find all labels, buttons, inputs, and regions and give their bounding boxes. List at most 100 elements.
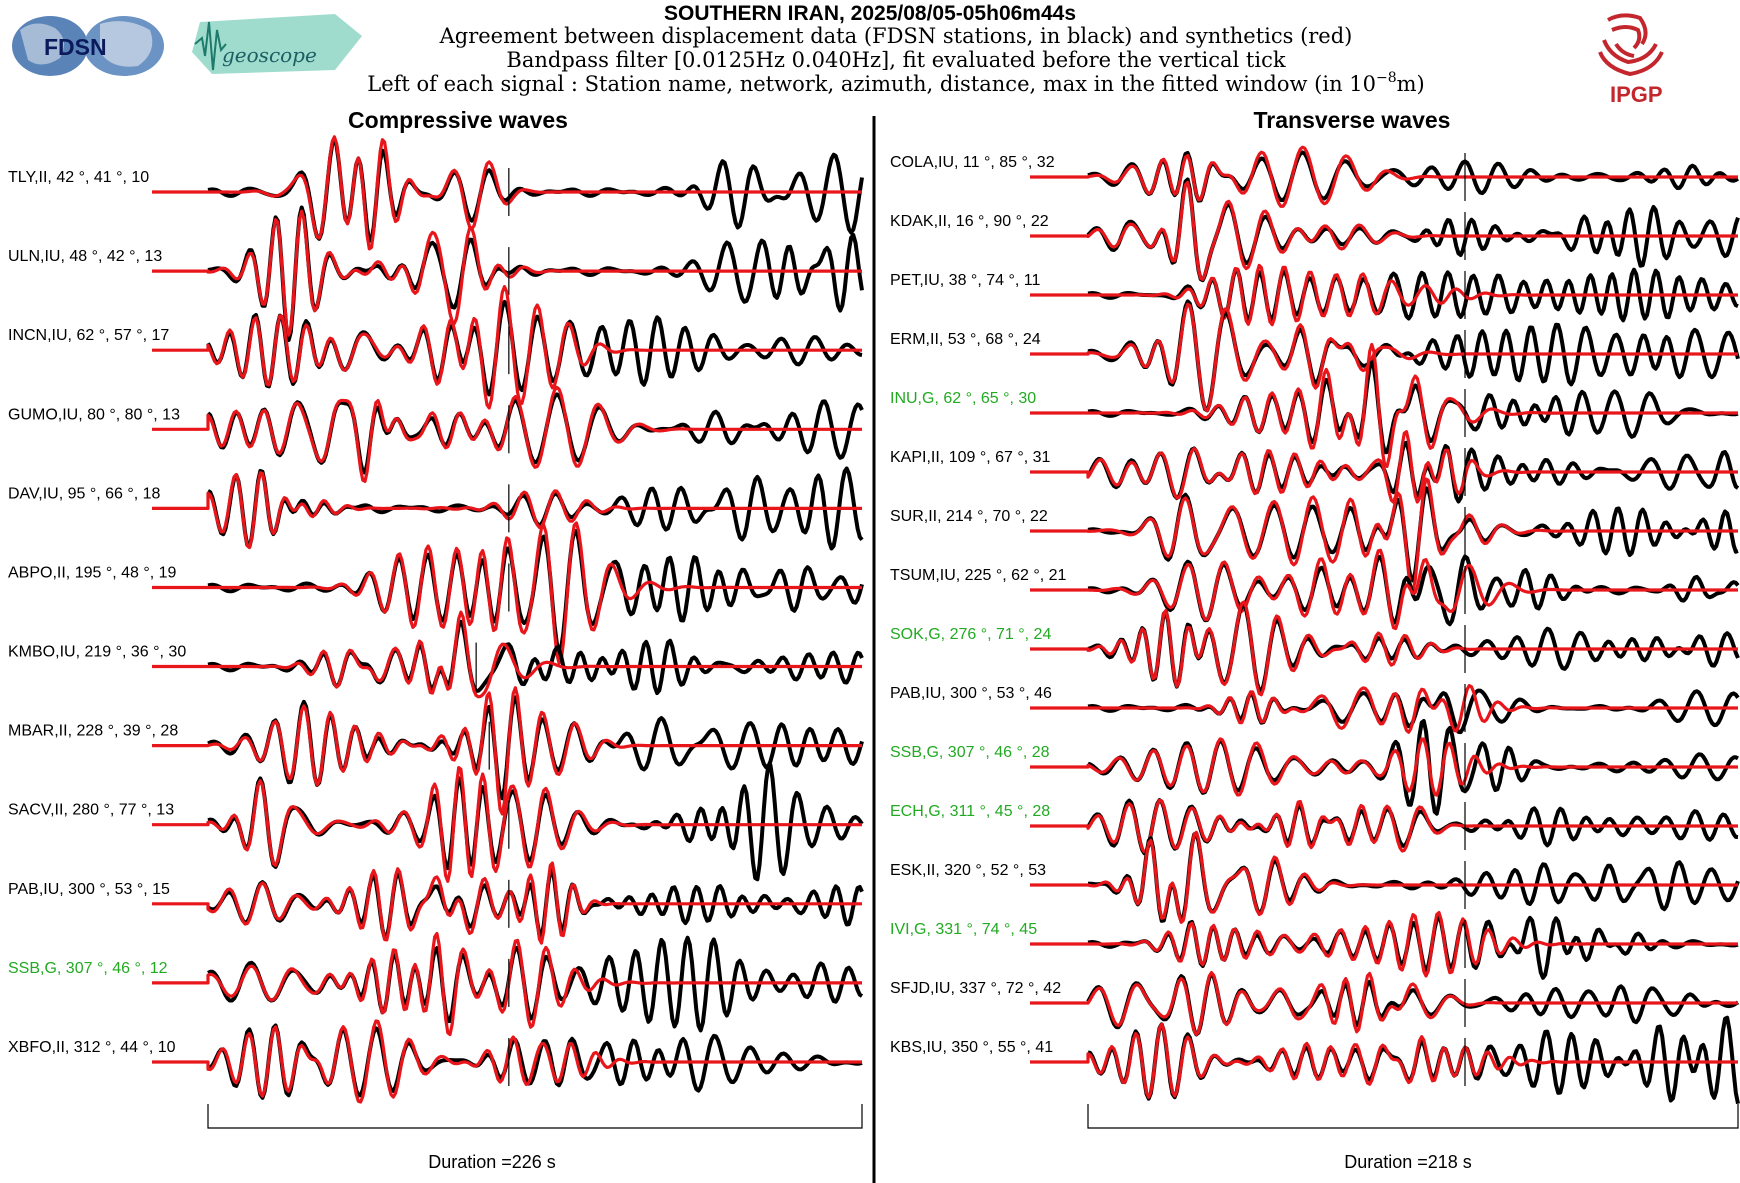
synthetic-trace	[1030, 342, 1738, 468]
station-name: COLA,IU, 11	[890, 154, 984, 171]
station-name: KDAK,II, 16	[890, 213, 978, 230]
station-azimuth: °, 46	[979, 744, 1017, 761]
trace-row: INU,G, 62 °, 65 °, 30	[890, 342, 1739, 468]
station-azimuth: °, 85	[984, 154, 1022, 171]
observed-trace	[1086, 177, 1740, 283]
station-label: ESK,II, 320 °, 52 °, 53	[890, 862, 1046, 879]
transverse-panel: Transverse waves COLA,IU, 11 °, 85 °, 32 K…	[890, 107, 1740, 1172]
station-azimuth: °, 44	[105, 1039, 143, 1056]
trace-row: COLA,IU, 11 °, 85 °, 32	[890, 145, 1739, 208]
station-azimuth: °, 55	[983, 1039, 1021, 1056]
station-azimuth: °, 62	[996, 567, 1034, 584]
station-name: SOK,G, 276	[890, 626, 981, 643]
station-label: IVI,G, 331 °, 74 °, 45	[890, 921, 1037, 938]
station-distance-max: °, 17	[136, 327, 169, 344]
station-distance-max: °, 28	[1016, 744, 1049, 761]
station-azimuth: °, 67	[980, 449, 1018, 466]
station-distance-max: °, 42	[1028, 980, 1061, 997]
station-azimuth: °, 65	[966, 390, 1004, 407]
station-distance-max: °, 13	[147, 406, 180, 423]
station-label: MBAR,II, 228 °, 39 °, 28	[8, 723, 178, 740]
synthetic-trace	[1030, 430, 1738, 504]
station-label: KBS,IU, 350 °, 55 °, 41	[890, 1039, 1053, 1056]
station-name: KMBO,IU, 219	[8, 644, 116, 661]
synthetic-trace	[152, 285, 862, 410]
station-name: SUR,II, 214	[890, 508, 977, 525]
station-azimuth: °, 77	[103, 802, 141, 819]
station-azimuth: °, 68	[970, 331, 1008, 348]
ipgp-logo-text: IPGP	[1610, 82, 1663, 107]
station-label: SSB,G, 307 °, 46 °, 28	[890, 744, 1050, 761]
station-distance-max: °, 18	[127, 485, 160, 502]
station-label: TSUM,IU, 225 °, 62 °, 21	[890, 567, 1067, 584]
station-name: ABPO,II, 195	[8, 564, 106, 581]
station-label: PET,IU, 38 °, 74 °, 11	[890, 272, 1040, 289]
station-name: SACV,II, 280	[8, 802, 103, 819]
station-label: ULN,IU, 48 °, 42 °, 13	[8, 248, 162, 265]
station-label: KDAK,II, 16 °, 90 °, 22	[890, 213, 1049, 230]
synthetic-trace	[1030, 263, 1738, 327]
subtitle-line-3-prefix: Left of each signal : Station name, netw…	[367, 72, 1376, 96]
trace-row: INCN,IU, 62 °, 57 °, 17	[8, 285, 863, 410]
station-label: GUMO,IU, 80 °, 80 °, 13	[8, 406, 180, 423]
trace-row: ERM,II, 53 °, 68 °, 24	[890, 299, 1740, 413]
station-distance-max: °, 28	[145, 723, 178, 740]
station-distance-max: °, 24	[1018, 626, 1051, 643]
station-name: MBAR,II, 228	[8, 723, 108, 740]
station-azimuth: °, 41	[79, 169, 117, 186]
subtitle-line-3: Left of each signal : Station name, netw…	[367, 70, 1425, 96]
station-name: PAB,IU, 300	[8, 881, 99, 898]
station-azimuth: °, 46	[97, 960, 135, 977]
station-name: SSB,G, 307	[890, 744, 979, 761]
trace-row: TLY,II, 42 °, 41 °, 10	[8, 135, 864, 251]
synthetic-trace	[152, 861, 862, 945]
station-distance-max: °, 21	[1033, 567, 1066, 584]
observed-trace	[207, 529, 864, 654]
station-name: XBFO,II, 312	[8, 1039, 105, 1056]
station-name: PAB,IU, 300	[890, 685, 981, 702]
station-label: INU,G, 62 °, 65 °, 30	[890, 390, 1036, 407]
duration-label: Duration =226 s	[428, 1152, 556, 1172]
station-name: KAPI,II, 109	[890, 449, 980, 466]
station-label: SUR,II, 214 °, 70 °, 22	[890, 508, 1048, 525]
synthetic-trace	[152, 766, 862, 883]
station-name: TSUM,IU, 225	[890, 567, 996, 584]
station-azimuth: °, 90	[978, 213, 1016, 230]
observed-trace	[1087, 360, 1739, 455]
trace-row: PAB,IU, 300 °, 53 °, 15	[8, 861, 864, 945]
synthetic-trace	[152, 471, 862, 550]
trace-row: ULN,IU, 48 °, 42 °, 13	[8, 205, 864, 342]
station-name: IVI,G, 331	[890, 921, 966, 938]
geoscope-logo: geoscope	[192, 14, 362, 74]
trace-row: KAPI,II, 109 °, 67 °, 31	[890, 430, 1740, 504]
synthetic-trace	[1030, 600, 1738, 697]
station-azimuth: °, 48	[106, 564, 144, 581]
synthetic-trace	[152, 209, 862, 337]
station-distance-max: °, 41	[1020, 1039, 1053, 1056]
fdsn-logo-text: FDSN	[44, 34, 107, 60]
trace-row: ABPO,II, 195 °, 48 °, 19	[8, 521, 864, 665]
station-azimuth: °, 53	[981, 685, 1019, 702]
subtitle-line-1: Agreement between displacement data (FDS…	[439, 24, 1353, 48]
geoscope-logo-text: geoscope	[222, 43, 317, 67]
compressive-panel: Compressive waves TLY,II, 42 °, 41 °, 10 U…	[8, 107, 864, 1172]
trace-row: SSB,G, 307 °, 46 °, 12	[8, 931, 864, 1037]
station-name: PET,IU, 38	[890, 272, 971, 289]
station-azimuth: °, 70	[977, 508, 1015, 525]
trace-row: XBFO,II, 312 °, 44 °, 10	[8, 1019, 863, 1104]
station-distance-max: °, 30	[1003, 390, 1036, 407]
station-azimuth: °, 74	[971, 272, 1009, 289]
station-distance-max: °, 30	[153, 644, 186, 661]
trace-row: SFJD,IU, 337 °, 72 °, 42	[890, 971, 1740, 1037]
station-name: KBS,IU, 350	[890, 1039, 983, 1056]
synthetic-trace	[1030, 684, 1738, 734]
station-azimuth: °, 57	[99, 327, 137, 344]
station-label: SSB,G, 307 °, 46 °, 12	[8, 960, 168, 977]
trace-row: TSUM,IU, 225 °, 62 °, 21	[890, 548, 1740, 631]
station-label: SOK,G, 276 °, 71 °, 24	[890, 626, 1051, 643]
synthetic-trace	[1030, 302, 1738, 413]
station-label: DAV,IU, 95 °, 66 °, 18	[8, 485, 161, 502]
station-label: PAB,IU, 300 °, 53 °, 15	[8, 881, 170, 898]
station-label: INCN,IU, 62 °, 57 °, 17	[8, 327, 169, 344]
